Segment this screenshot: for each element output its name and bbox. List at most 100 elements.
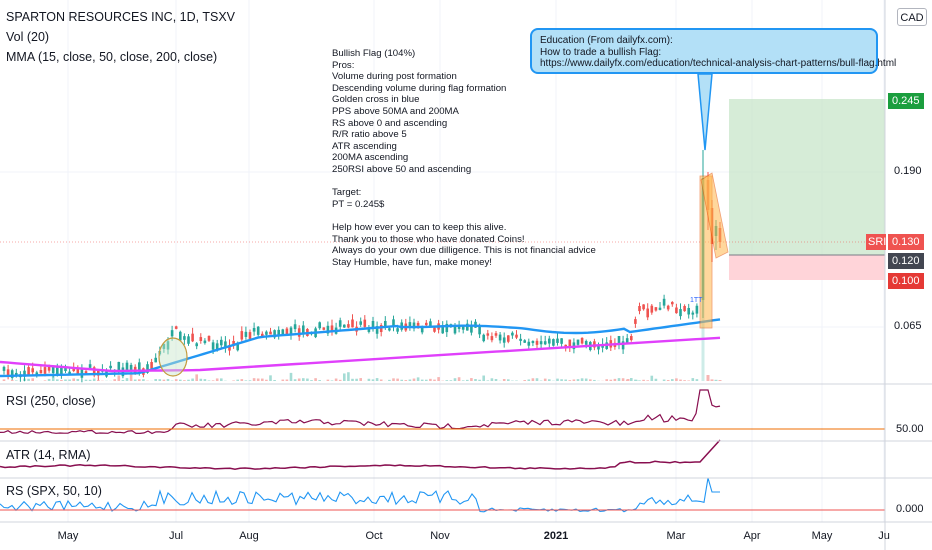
time-tick-label: Ju (878, 530, 890, 542)
volume-bar (613, 378, 617, 381)
mma-indicator-label[interactable]: MMA (15, close, 50, close, 200, close) (6, 50, 218, 64)
volume-bar (375, 378, 379, 381)
volume-bar (236, 379, 239, 381)
candle-body (662, 298, 666, 306)
volume-bar (371, 379, 375, 381)
volume-bar (572, 379, 576, 381)
volume-bar (297, 378, 301, 381)
volume-bar (445, 380, 449, 381)
volume-bar (158, 379, 162, 381)
candle-body (396, 328, 399, 332)
volume-bar (138, 379, 141, 381)
note-line: Pros: (332, 59, 355, 71)
volume-bar (306, 378, 309, 381)
callout-link[interactable]: https://www.dailyfx.com/education/techni… (540, 58, 897, 69)
volume-bar (576, 379, 580, 381)
time-tick-label: Nov (430, 530, 450, 542)
volume-bar (88, 379, 92, 381)
candle-body (375, 326, 379, 334)
volume-bar (351, 378, 354, 381)
candle-body (207, 335, 211, 341)
candle-body (519, 338, 522, 341)
currency-button[interactable]: CAD (897, 8, 927, 26)
volume-bar (560, 379, 563, 381)
rsi-panel-label[interactable]: RSI (250, close) (6, 394, 96, 408)
volume-bar (494, 378, 498, 381)
candle-body (502, 337, 506, 343)
candle-body (392, 319, 395, 328)
volume-bar (706, 375, 710, 381)
candle-body (494, 333, 498, 336)
volume-bar (449, 380, 453, 381)
rsi-line (0, 389, 721, 435)
volume-bar (638, 380, 641, 381)
ma-200-line (0, 336, 721, 373)
volume-bar (240, 379, 244, 381)
volume-bar (654, 378, 658, 381)
candle-body (10, 370, 14, 378)
callout-line: Education (From dailyfx.com): (540, 35, 673, 46)
rs-tick: 0.000 (896, 503, 924, 515)
note-line: 250RSI above 50 and ascending (332, 163, 472, 175)
atr-panel-label[interactable]: ATR (14, RMA) (6, 448, 91, 462)
volume-bar (289, 372, 293, 381)
volume-bar (642, 379, 645, 381)
candle-body (281, 329, 285, 336)
candle-body (388, 328, 391, 331)
candle-body (117, 361, 121, 371)
volume-bar (281, 379, 285, 381)
volume-bar (580, 378, 584, 381)
note-line: ATR ascending (332, 140, 397, 152)
rs-panel-label[interactable]: RS (SPX, 50, 10) (6, 484, 102, 498)
volume-bar (92, 378, 96, 381)
candle-body (412, 322, 416, 329)
volume-bar (125, 378, 129, 381)
candle-body (256, 326, 260, 335)
volume-bar (43, 380, 47, 381)
education-callout[interactable]: Education (From dailyfx.com): How to tra… (530, 28, 897, 74)
candle-body (125, 362, 129, 371)
volume-bar (490, 378, 494, 381)
candle-body (617, 336, 621, 345)
candle-body (548, 338, 551, 344)
volume-bar (453, 378, 457, 381)
volume-bar (466, 379, 469, 381)
candle-body (351, 319, 354, 328)
volume-bar (47, 378, 51, 381)
volume-bar (507, 379, 510, 381)
candle-body (666, 305, 670, 310)
volume-bar (396, 378, 399, 381)
volume-bar (474, 379, 477, 381)
price-tick: 0.065 (894, 320, 922, 332)
flag-shape (700, 172, 729, 259)
candle-body (683, 305, 686, 312)
candle-body (199, 337, 203, 341)
volume-bar (117, 375, 121, 381)
candle-body (23, 370, 26, 377)
volume-bar (248, 380, 252, 381)
volume-bar (183, 380, 186, 381)
note-line (332, 210, 596, 222)
volume-bar (617, 378, 621, 381)
candle-body (675, 307, 678, 314)
candle-body (642, 304, 645, 310)
candle-body (326, 325, 330, 334)
candle-body (646, 308, 649, 318)
candle-body (60, 366, 63, 376)
volume-indicator-label[interactable]: Vol (20) (6, 30, 50, 44)
candle-body (556, 338, 559, 343)
volume-bar (568, 380, 572, 381)
candle-body (347, 324, 350, 328)
volume-bar (404, 380, 408, 381)
volume-bar (412, 378, 416, 381)
candle-body (232, 340, 235, 346)
candle-body (457, 325, 461, 329)
volume-bar (683, 380, 686, 381)
volume-bar (531, 378, 535, 381)
candle-body (543, 341, 547, 345)
candle-body (687, 307, 690, 315)
candle-body (170, 330, 174, 337)
candle-body (72, 368, 75, 372)
candle-body (244, 331, 248, 337)
